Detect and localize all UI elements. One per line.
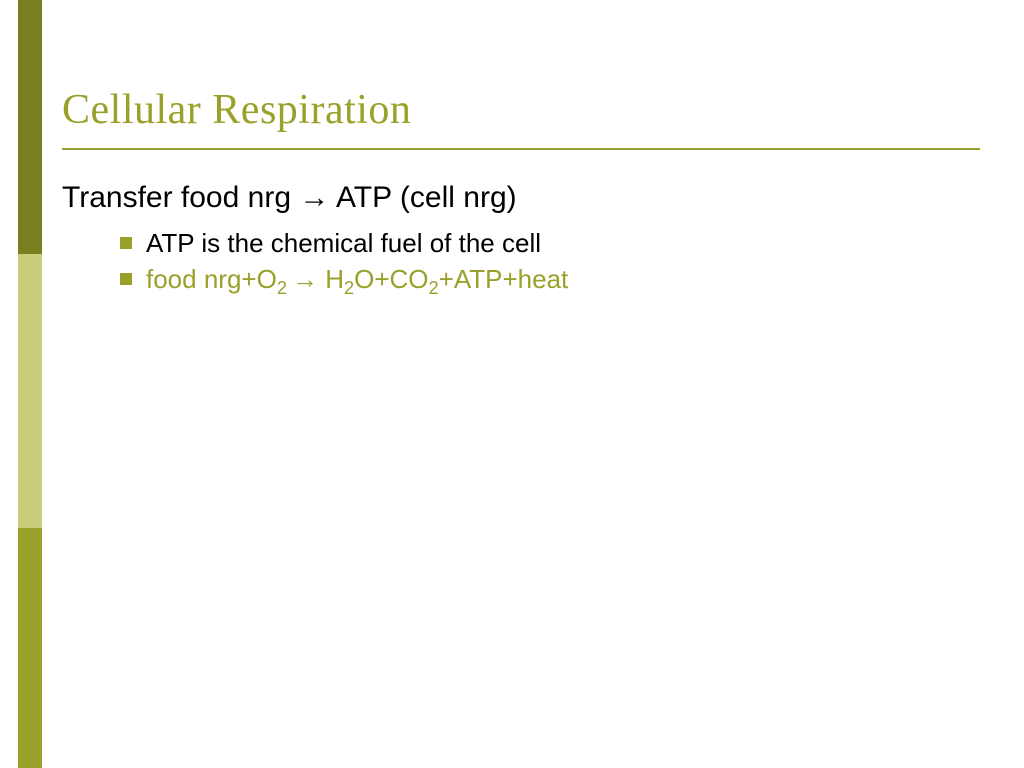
slide-title: Cellular Respiration [62,86,411,134]
title-underline [62,148,980,150]
body-sub-list: ATP is the chemical fuel of the cellfood… [62,225,980,298]
slide: Cellular Respiration Transfer food nrg →… [0,0,1024,768]
body-main-line: Transfer food nrg → ATP (cell nrg) [62,178,980,219]
bullet-square-icon [120,237,132,249]
slide-body: Transfer food nrg → ATP (cell nrg) ATP i… [62,178,980,297]
list-item: food nrg+O2 → H2O+CO2+ATP+heat [120,261,980,297]
list-item-text: ATP is the chemical fuel of the cell [146,225,980,261]
decor-bar-top [18,0,42,254]
decor-bar-bot [18,528,42,768]
decor-bar-mid [18,254,42,528]
list-item-text: food nrg+O2 → H2O+CO2+ATP+heat [146,261,980,297]
bullet-square-icon [120,273,132,285]
list-item: ATP is the chemical fuel of the cell [120,225,980,261]
